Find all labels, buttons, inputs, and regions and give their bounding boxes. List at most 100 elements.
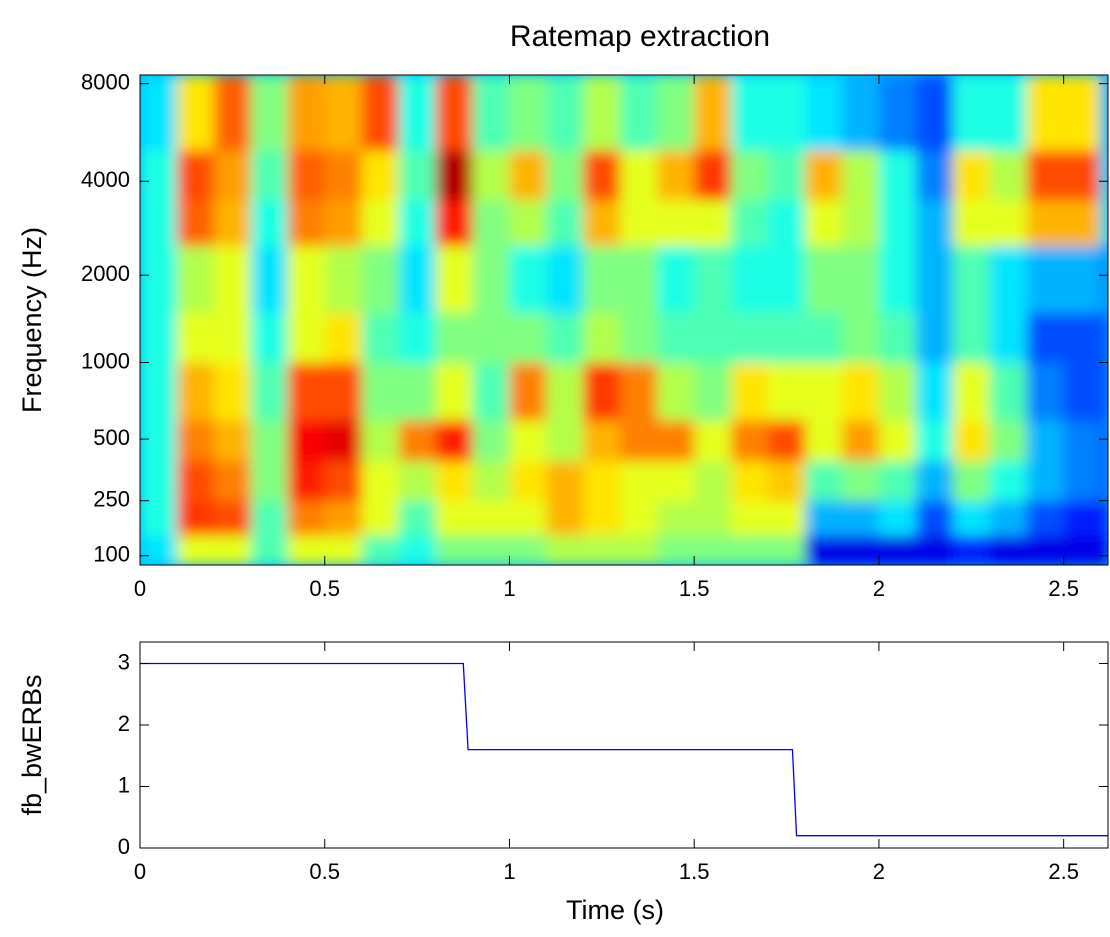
- heatmap-cell: [620, 500, 658, 536]
- heatmap-cell: [546, 500, 584, 536]
- heatmap-cell: [731, 420, 769, 462]
- heatmap-cell: [140, 312, 178, 363]
- heatmap-cell: [176, 535, 215, 565]
- heatmap-cell: [250, 150, 289, 201]
- heatmap-cell: [1063, 535, 1102, 565]
- heatmap-cell: [1063, 75, 1102, 151]
- heatmap-cell: [989, 245, 1028, 313]
- heatmap-cell: [768, 535, 806, 565]
- heatmap-cell: [878, 199, 917, 247]
- heatmap-cell: [213, 312, 252, 363]
- heatmap-cell: [546, 199, 584, 247]
- heatmap-cell: [324, 199, 363, 247]
- heatmap-cell: [324, 460, 363, 502]
- heatmap-cell: [361, 420, 400, 462]
- heatmap-cell: [472, 312, 510, 363]
- y-tick-label: 1: [118, 772, 130, 797]
- heatmap-cell: [287, 245, 326, 313]
- heatmap-cell: [546, 362, 584, 421]
- heatmap-cell: [989, 75, 1028, 151]
- heatmap-cell: [805, 460, 843, 502]
- heatmap-cell: [1026, 75, 1065, 151]
- heatmap-cell: [620, 460, 658, 502]
- heatmap-cell: [398, 150, 437, 201]
- heatmap-cell: [324, 245, 363, 313]
- heatmap-cell: [140, 150, 178, 201]
- heatmap-cell: [213, 500, 252, 536]
- x-tick-label: 2.5: [1048, 859, 1079, 884]
- heatmap-cell: [694, 312, 732, 363]
- heatmap-cell: [1063, 199, 1102, 247]
- heatmap-cell: [620, 420, 658, 462]
- heatmap-cell: [509, 535, 547, 565]
- heatmap-cell: [1100, 500, 1108, 536]
- heatmap-cell: [731, 535, 769, 565]
- heatmap-cell: [583, 150, 621, 201]
- heatmap-cell: [841, 362, 880, 421]
- heatmap-cell: [768, 460, 806, 502]
- heatmap-cell: [805, 312, 843, 363]
- heatmap-cell: [435, 199, 474, 247]
- heatmap-cell: [509, 150, 547, 201]
- heatmap-cell: [1026, 362, 1065, 421]
- heatmap-cell: [287, 535, 326, 565]
- heatmap-cell: [583, 75, 621, 151]
- heatmap-cell: [176, 362, 215, 421]
- heatmap-cell: [176, 199, 215, 247]
- heatmap-cell: [1100, 150, 1108, 201]
- y-tick-label: 250: [93, 487, 130, 512]
- heatmap-cell: [435, 362, 474, 421]
- heatmap-cell: [250, 362, 289, 421]
- heatmap-cell: [989, 312, 1028, 363]
- chart-title: Ratemap extraction: [510, 20, 770, 53]
- heatmap-cell: [398, 420, 437, 462]
- heatmap-cell: [140, 460, 178, 502]
- heatmap-cell: [1026, 420, 1065, 462]
- heatmap-cell: [287, 75, 326, 151]
- heatmap-cell: [1100, 312, 1108, 363]
- heatmap-cell: [398, 312, 437, 363]
- heatmap-cell: [989, 362, 1028, 421]
- heatmap-cell: [878, 362, 917, 421]
- heatmap-cell: [952, 500, 991, 536]
- heatmap-cell: [1063, 150, 1102, 201]
- heatmap-cell: [805, 199, 843, 247]
- heatmap-cell: [731, 362, 769, 421]
- heatmap-cell: [472, 75, 510, 151]
- heatmap-cell: [1100, 362, 1108, 421]
- heatmap-cell: [435, 75, 474, 151]
- x-tick-label: 1: [503, 859, 515, 884]
- heatmap-cell: [768, 312, 806, 363]
- heatmap-cell: [140, 500, 178, 536]
- x-tick-label: 0: [134, 859, 146, 884]
- heatmap-cell: [915, 312, 954, 363]
- heatmap-cell: [694, 535, 732, 565]
- heatmap-cell: [878, 150, 917, 201]
- heatmap-cell: [472, 245, 510, 313]
- heatmap-cell: [1026, 500, 1065, 536]
- heatmap-cell: [361, 312, 400, 363]
- heatmap-cell: [952, 312, 991, 363]
- heatmap-cell: [989, 460, 1028, 502]
- heatmap-cell: [805, 150, 843, 201]
- heatmap-cell: [250, 420, 289, 462]
- y-tick-label: 2: [118, 711, 130, 736]
- heatmap-cell: [472, 460, 510, 502]
- heatmap-cell: [1063, 362, 1102, 421]
- heatmap-cell: [657, 199, 695, 247]
- heatmap-cell: [731, 75, 769, 151]
- heatmap-cell: [509, 362, 547, 421]
- heatmap-cell: [509, 199, 547, 247]
- heatmap-cell: [546, 150, 584, 201]
- heatmap-cell: [324, 150, 363, 201]
- heatmap-cell: [176, 150, 215, 201]
- heatmap-cell: [398, 75, 437, 151]
- y-tick-label: 100: [93, 542, 130, 567]
- heatmap-cell: [213, 362, 252, 421]
- heatmap-cell: [546, 535, 584, 565]
- heatmap-cell: [657, 245, 695, 313]
- heatmap-cell: [361, 535, 400, 565]
- line: [140, 662, 1108, 837]
- heatmap-cell: [398, 199, 437, 247]
